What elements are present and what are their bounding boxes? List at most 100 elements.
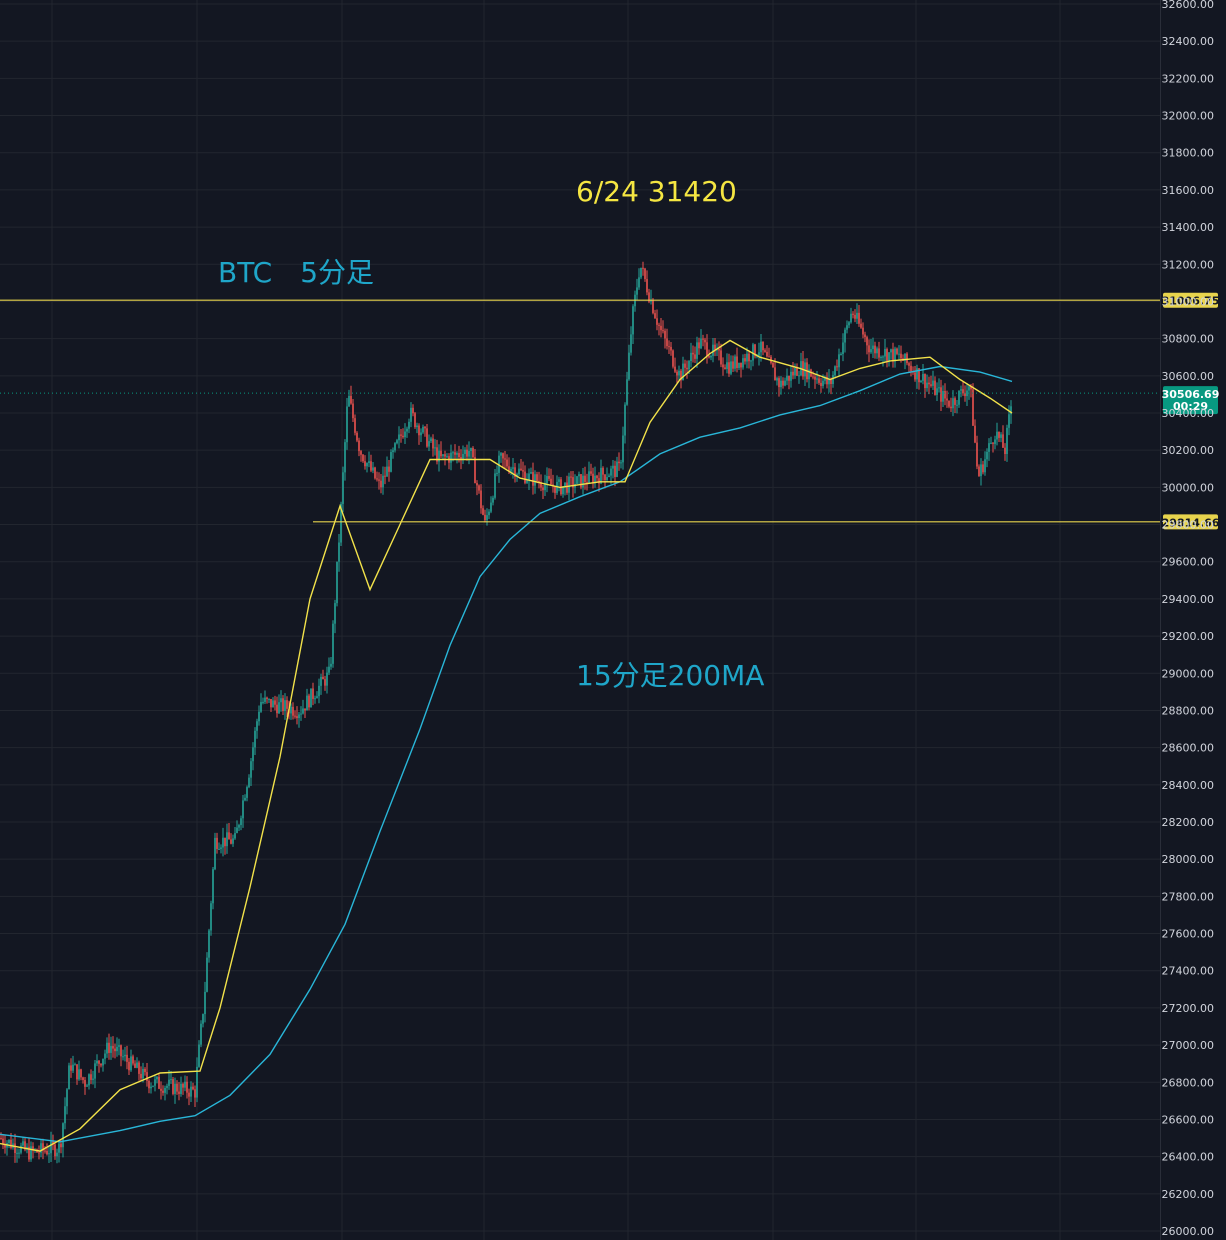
candle-body bbox=[368, 461, 370, 464]
candle-body bbox=[542, 487, 544, 491]
y-tick-label: 31000.00 bbox=[1162, 295, 1215, 308]
candle-body bbox=[664, 330, 666, 339]
candle-body bbox=[420, 432, 422, 436]
candle-body bbox=[934, 380, 936, 395]
candle-body bbox=[712, 344, 714, 356]
price-axis[interactable]: 26000.00 26200.00 26400.00 26600.00 26800.00… bbox=[1160, 0, 1215, 1240]
candle-body bbox=[944, 391, 946, 399]
candle-body bbox=[312, 688, 314, 699]
candle-body bbox=[678, 370, 680, 376]
y-tick-label: 30800.00 bbox=[1162, 333, 1215, 346]
candle-body bbox=[826, 376, 828, 385]
candle-body bbox=[392, 450, 394, 453]
candle-body bbox=[76, 1064, 78, 1080]
candle-body bbox=[480, 490, 482, 509]
candle-body bbox=[892, 349, 894, 362]
candle-body bbox=[836, 366, 838, 368]
candle-body bbox=[282, 698, 284, 712]
candle-body bbox=[44, 1150, 46, 1152]
candle-body bbox=[870, 349, 872, 353]
candle-body bbox=[766, 351, 768, 357]
candle-body bbox=[628, 352, 630, 380]
last-price-tag-box bbox=[1163, 386, 1218, 415]
candle-body bbox=[572, 477, 574, 488]
candle-body bbox=[976, 442, 978, 467]
y-tick-label: 28600.00 bbox=[1162, 742, 1215, 755]
y-tick-label: 31200.00 bbox=[1162, 258, 1215, 271]
candle-body bbox=[424, 426, 426, 429]
candle-body bbox=[966, 390, 968, 397]
candle-body bbox=[218, 848, 220, 850]
y-tick-label: 26400.00 bbox=[1162, 1151, 1215, 1164]
candle-body bbox=[470, 447, 472, 451]
candle-body bbox=[954, 398, 956, 405]
candle-body bbox=[330, 663, 332, 667]
candle-body bbox=[620, 462, 622, 464]
candle-body bbox=[666, 338, 668, 347]
candle-body bbox=[262, 701, 264, 703]
candle-body bbox=[134, 1063, 136, 1068]
candle-body bbox=[602, 467, 604, 475]
ma-annotation: 15分足200MA bbox=[576, 659, 764, 692]
candle-body bbox=[92, 1078, 94, 1080]
candle-body bbox=[1008, 414, 1010, 428]
candle-body bbox=[782, 380, 784, 386]
candle-body bbox=[1006, 427, 1008, 455]
candle-body bbox=[604, 474, 606, 481]
candle-body bbox=[228, 832, 230, 840]
candle-body bbox=[818, 378, 820, 383]
y-tick-label: 32600.00 bbox=[1162, 0, 1215, 11]
candle-body bbox=[888, 352, 890, 362]
candle-body bbox=[328, 666, 330, 673]
y-tick-label: 29000.00 bbox=[1162, 667, 1215, 680]
candle-body bbox=[220, 847, 222, 849]
candle-body bbox=[690, 352, 692, 362]
candle-body bbox=[828, 379, 830, 385]
candle-body bbox=[388, 466, 390, 472]
candle-body bbox=[226, 832, 228, 847]
candle-body bbox=[444, 454, 446, 457]
candle-body bbox=[718, 348, 720, 351]
candle-body bbox=[626, 379, 628, 405]
candle-body bbox=[472, 447, 474, 458]
candle-body bbox=[952, 398, 954, 409]
candle-body bbox=[42, 1143, 44, 1151]
candle-body bbox=[612, 465, 614, 469]
candle-body bbox=[908, 363, 910, 366]
candle-body bbox=[58, 1143, 60, 1153]
candle-body bbox=[720, 350, 722, 365]
candle-body bbox=[210, 903, 212, 931]
candle-body bbox=[454, 452, 456, 455]
y-tick-label: 32000.00 bbox=[1162, 110, 1215, 123]
candle-body bbox=[768, 356, 770, 358]
candle-body bbox=[864, 334, 866, 338]
candle-body bbox=[924, 373, 926, 389]
candle-body bbox=[702, 338, 704, 340]
candle-body bbox=[4, 1143, 6, 1148]
candle-body bbox=[482, 508, 484, 515]
candle-body bbox=[304, 708, 306, 711]
candle-body bbox=[776, 378, 778, 381]
candle-body bbox=[244, 797, 246, 801]
candle-body bbox=[862, 327, 864, 335]
candle-body bbox=[874, 345, 876, 354]
candle-body bbox=[852, 313, 854, 315]
candle-body bbox=[854, 314, 856, 319]
candle-body bbox=[848, 322, 850, 326]
candle-body bbox=[204, 991, 206, 1015]
candle-body bbox=[294, 715, 296, 717]
ma-fast-line bbox=[0, 339, 1013, 1152]
candle-body bbox=[558, 479, 560, 482]
candle-body bbox=[458, 453, 460, 458]
y-tick-label: 32200.00 bbox=[1162, 72, 1215, 85]
y-tick-label: 29600.00 bbox=[1162, 556, 1215, 569]
candle-body bbox=[686, 367, 688, 370]
candle-body bbox=[614, 465, 616, 477]
candle-body bbox=[744, 358, 746, 362]
candle-body bbox=[264, 697, 266, 702]
candle-body bbox=[764, 350, 766, 352]
y-tick-label: 26800.00 bbox=[1162, 1076, 1215, 1089]
candle-body bbox=[970, 386, 972, 390]
